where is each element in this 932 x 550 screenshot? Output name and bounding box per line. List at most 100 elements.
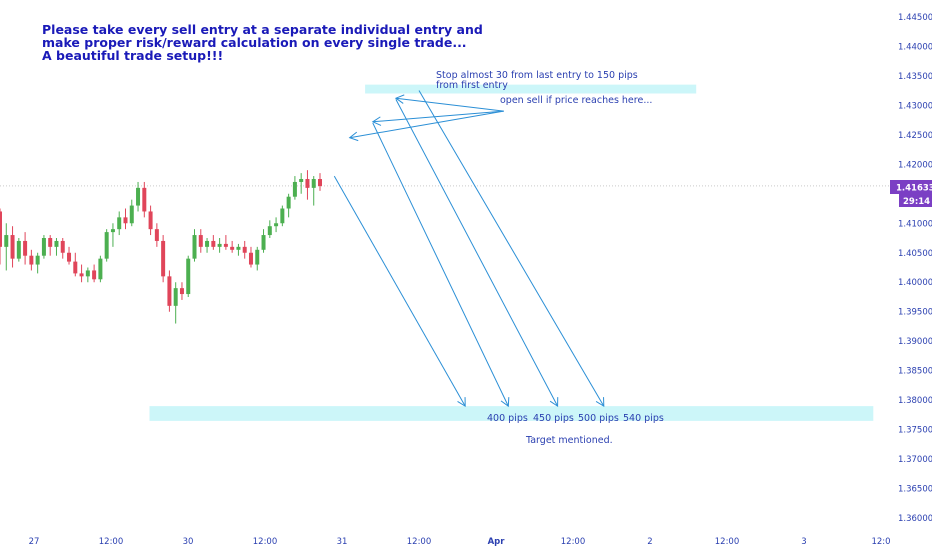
candle-body: [223, 243, 228, 247]
zones-layer: [149, 84, 874, 421]
candle-body: [274, 223, 279, 227]
candle: [280, 205, 285, 227]
time-tick-label: 31: [337, 537, 348, 547]
candle-body: [123, 217, 128, 224]
price-tick-label: 1.41000: [898, 219, 932, 229]
candle: [274, 217, 279, 233]
price-tick-label: 1.44000: [898, 42, 932, 52]
candle-body: [148, 211, 153, 230]
candle: [192, 229, 197, 262]
candle-body: [267, 226, 272, 236]
time-tick-label: 12:00: [253, 537, 278, 547]
candle: [292, 176, 297, 200]
candle: [161, 235, 166, 283]
arrow-head: [549, 397, 559, 408]
candle: [4, 223, 9, 271]
candle: [23, 232, 28, 265]
candle-body: [236, 246, 241, 250]
arrow-shaft: [395, 97, 504, 112]
candle: [110, 223, 115, 247]
entry-arrow: [371, 110, 504, 126]
entry-note: open sell if price reaches here...: [500, 95, 652, 106]
candle-body: [104, 232, 109, 259]
time-tick-label: 12:0: [871, 537, 890, 547]
price-tick-label: 1.39500: [898, 308, 932, 318]
candle: [223, 235, 228, 250]
arrow-shaft: [349, 110, 504, 139]
candle-body: [79, 273, 84, 277]
candle-body: [198, 235, 203, 247]
candle-body: [98, 258, 103, 280]
candle: [230, 240, 235, 253]
candle-body: [280, 208, 285, 224]
time-axis[interactable]: 27 12:00 30 12:00 31 12:00 Apr 12:00 2 12:00 3 12:0: [29, 537, 891, 547]
price-badge-bg: [890, 180, 932, 194]
headline-line-2: make proper risk/reward calculation on e…: [42, 35, 467, 50]
candle-body: [41, 238, 46, 256]
price-tick-label: 1.43500: [898, 72, 932, 82]
candle-body: [16, 240, 21, 259]
target-arrow: [333, 175, 466, 408]
candle-body: [10, 235, 15, 259]
candle: [98, 255, 103, 283]
time-tick-label: 3: [801, 537, 806, 547]
candle-body: [205, 240, 210, 247]
headline-line-1: Please take every sell entry at a separa…: [42, 22, 483, 37]
candle: [142, 181, 147, 218]
candle-body: [67, 252, 72, 262]
candle-body: [73, 261, 78, 274]
plot-area[interactable]: [0, 84, 890, 421]
candle: [255, 246, 260, 271]
candle: [73, 252, 78, 277]
candle: [48, 235, 53, 256]
price-axis[interactable]: 1.44500 1.44000 1.43500 1.43000 1.42500 1.420…: [898, 13, 932, 524]
candles-layer: [0, 170, 322, 324]
candle: [0, 208, 2, 265]
candle: [261, 229, 266, 253]
time-tick-label: 27: [29, 537, 40, 547]
entry-arrow: [348, 110, 504, 142]
candle: [29, 249, 34, 271]
headline-line-3: A beautiful trade setup!!!: [42, 48, 223, 63]
candle-body: [173, 288, 178, 306]
arrow-head: [394, 94, 405, 104]
candle-body: [85, 270, 90, 277]
arrow-shaft: [372, 110, 504, 123]
candle: [311, 176, 316, 206]
candle: [16, 238, 21, 262]
candle-body: [161, 240, 166, 277]
time-tick-label: 12:00: [99, 537, 124, 547]
arrow-head: [500, 397, 510, 408]
candle: [299, 173, 304, 194]
pip-label-400: 400 pips: [487, 413, 528, 424]
candle-body: [292, 181, 297, 197]
candle: [129, 199, 134, 227]
candle-body: [217, 243, 222, 247]
target-zone: [149, 406, 874, 421]
candle: [67, 246, 72, 265]
pip-label-540: 540 pips: [623, 413, 664, 424]
price-tick-label: 1.42500: [898, 131, 932, 141]
arrow-shaft: [372, 122, 509, 407]
candle: [148, 205, 153, 236]
price-tick-label: 1.40500: [898, 249, 932, 259]
time-tick-label: 30: [183, 537, 194, 547]
candle-body: [179, 288, 184, 295]
candle: [236, 243, 241, 256]
price-tick-label: 1.42000: [898, 160, 932, 170]
candle: [92, 264, 97, 283]
candle-body: [142, 187, 147, 212]
candle: [54, 238, 59, 256]
candle: [286, 193, 291, 218]
candle: [305, 170, 310, 200]
target-arrow: [395, 99, 559, 408]
price-tick-label: 1.37000: [898, 455, 932, 465]
candle: [10, 226, 15, 268]
target-note: Target mentioned.: [525, 435, 613, 446]
candle-body: [117, 217, 122, 230]
candle-body: [60, 240, 65, 253]
arrow-shaft: [418, 90, 605, 407]
candle: [123, 208, 128, 230]
pip-label-450: 450 pips: [533, 413, 574, 424]
